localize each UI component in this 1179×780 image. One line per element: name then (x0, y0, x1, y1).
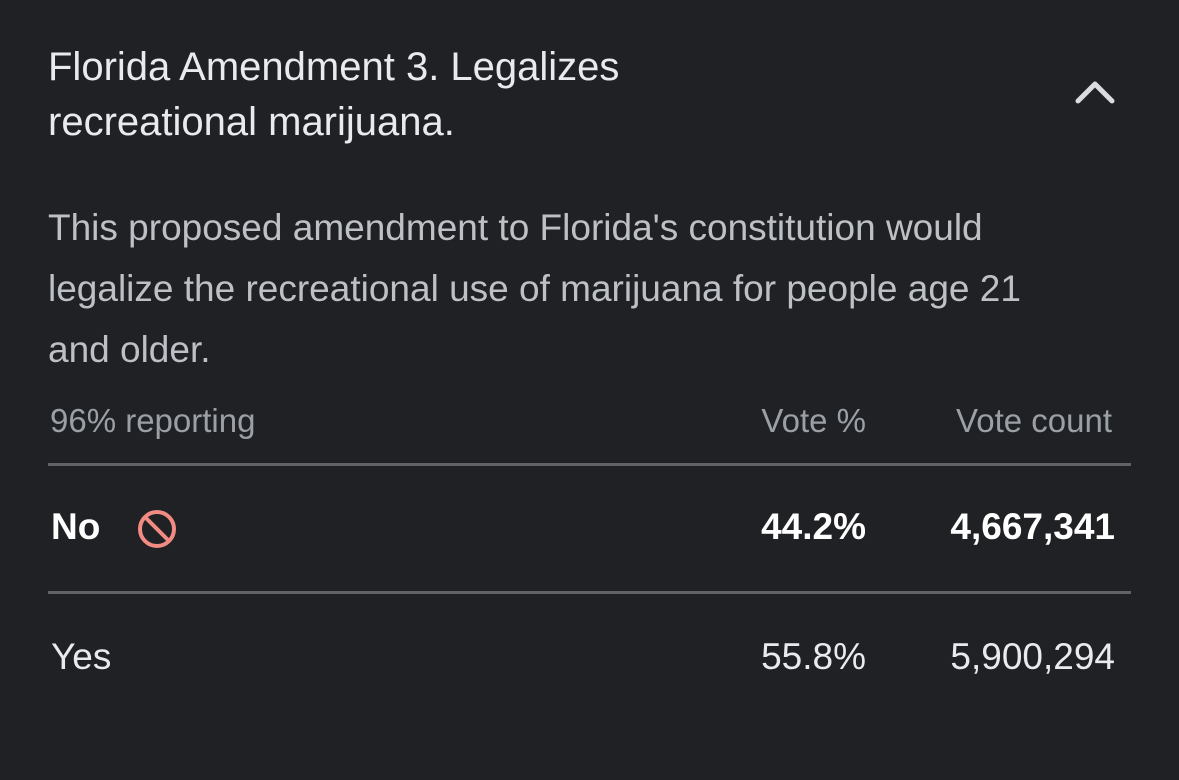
rejected-icon (138, 510, 176, 548)
reporting-caption: 96% reporting (50, 402, 256, 439)
column-header: Vote count (956, 402, 1112, 439)
measure-description: This proposed amendment to Florida's con… (48, 207, 1021, 370)
measure-title: Florida Amendment 3. Legalizes recreatio… (48, 45, 620, 144)
vote-count: 5,900,294 (950, 636, 1115, 677)
collapse-button[interactable] (1072, 74, 1118, 110)
column-header: Vote % (761, 402, 866, 439)
divider (48, 591, 1131, 594)
vote-percent: 55.8% (761, 636, 866, 677)
icon-circle (138, 510, 176, 548)
option-label: No (51, 506, 101, 547)
chevron-up-icon (1075, 81, 1115, 104)
vote-percent: 44.2% (761, 506, 866, 547)
option-label: Yes (51, 636, 112, 677)
vote-count: 4,667,341 (950, 506, 1115, 547)
icon-slash (143, 515, 171, 543)
divider (48, 463, 1131, 466)
